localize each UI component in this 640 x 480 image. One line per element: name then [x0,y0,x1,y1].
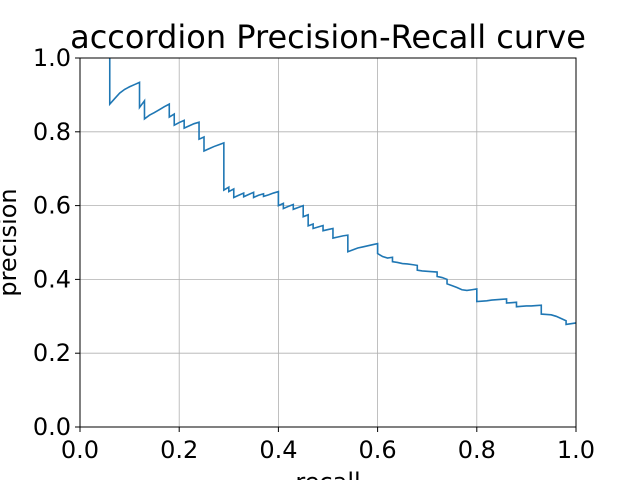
y-axis-label: precision [0,188,22,296]
x-tick-label: 0.4 [259,436,297,464]
x-tick-label: 0.8 [458,436,496,464]
y-tick-label: 1.0 [33,44,71,72]
ticks: 0.0 0.2 0.4 0.6 0.8 1.0 0.0 0.2 0.4 0.6 0.8 1.0 [33,44,595,464]
y-tick-label: 0.6 [33,192,71,220]
x-tick-label: 0.0 [61,436,99,464]
chart-title: accordion Precision-Recall curve [70,18,586,56]
x-tick-label: 0.6 [359,436,397,464]
plot-area [108,58,577,326]
pr-curve-line [108,58,577,326]
y-tick-label: 0.8 [33,118,71,146]
x-tick-label: 1.0 [557,436,595,464]
y-tick-label: 0.4 [33,265,71,293]
x-tick-label: 0.2 [160,436,198,464]
y-tick-label: 0.0 [33,413,71,441]
x-axis-label: recall [295,468,360,480]
axes-frame [79,57,577,428]
y-tick-label: 0.2 [33,339,71,367]
